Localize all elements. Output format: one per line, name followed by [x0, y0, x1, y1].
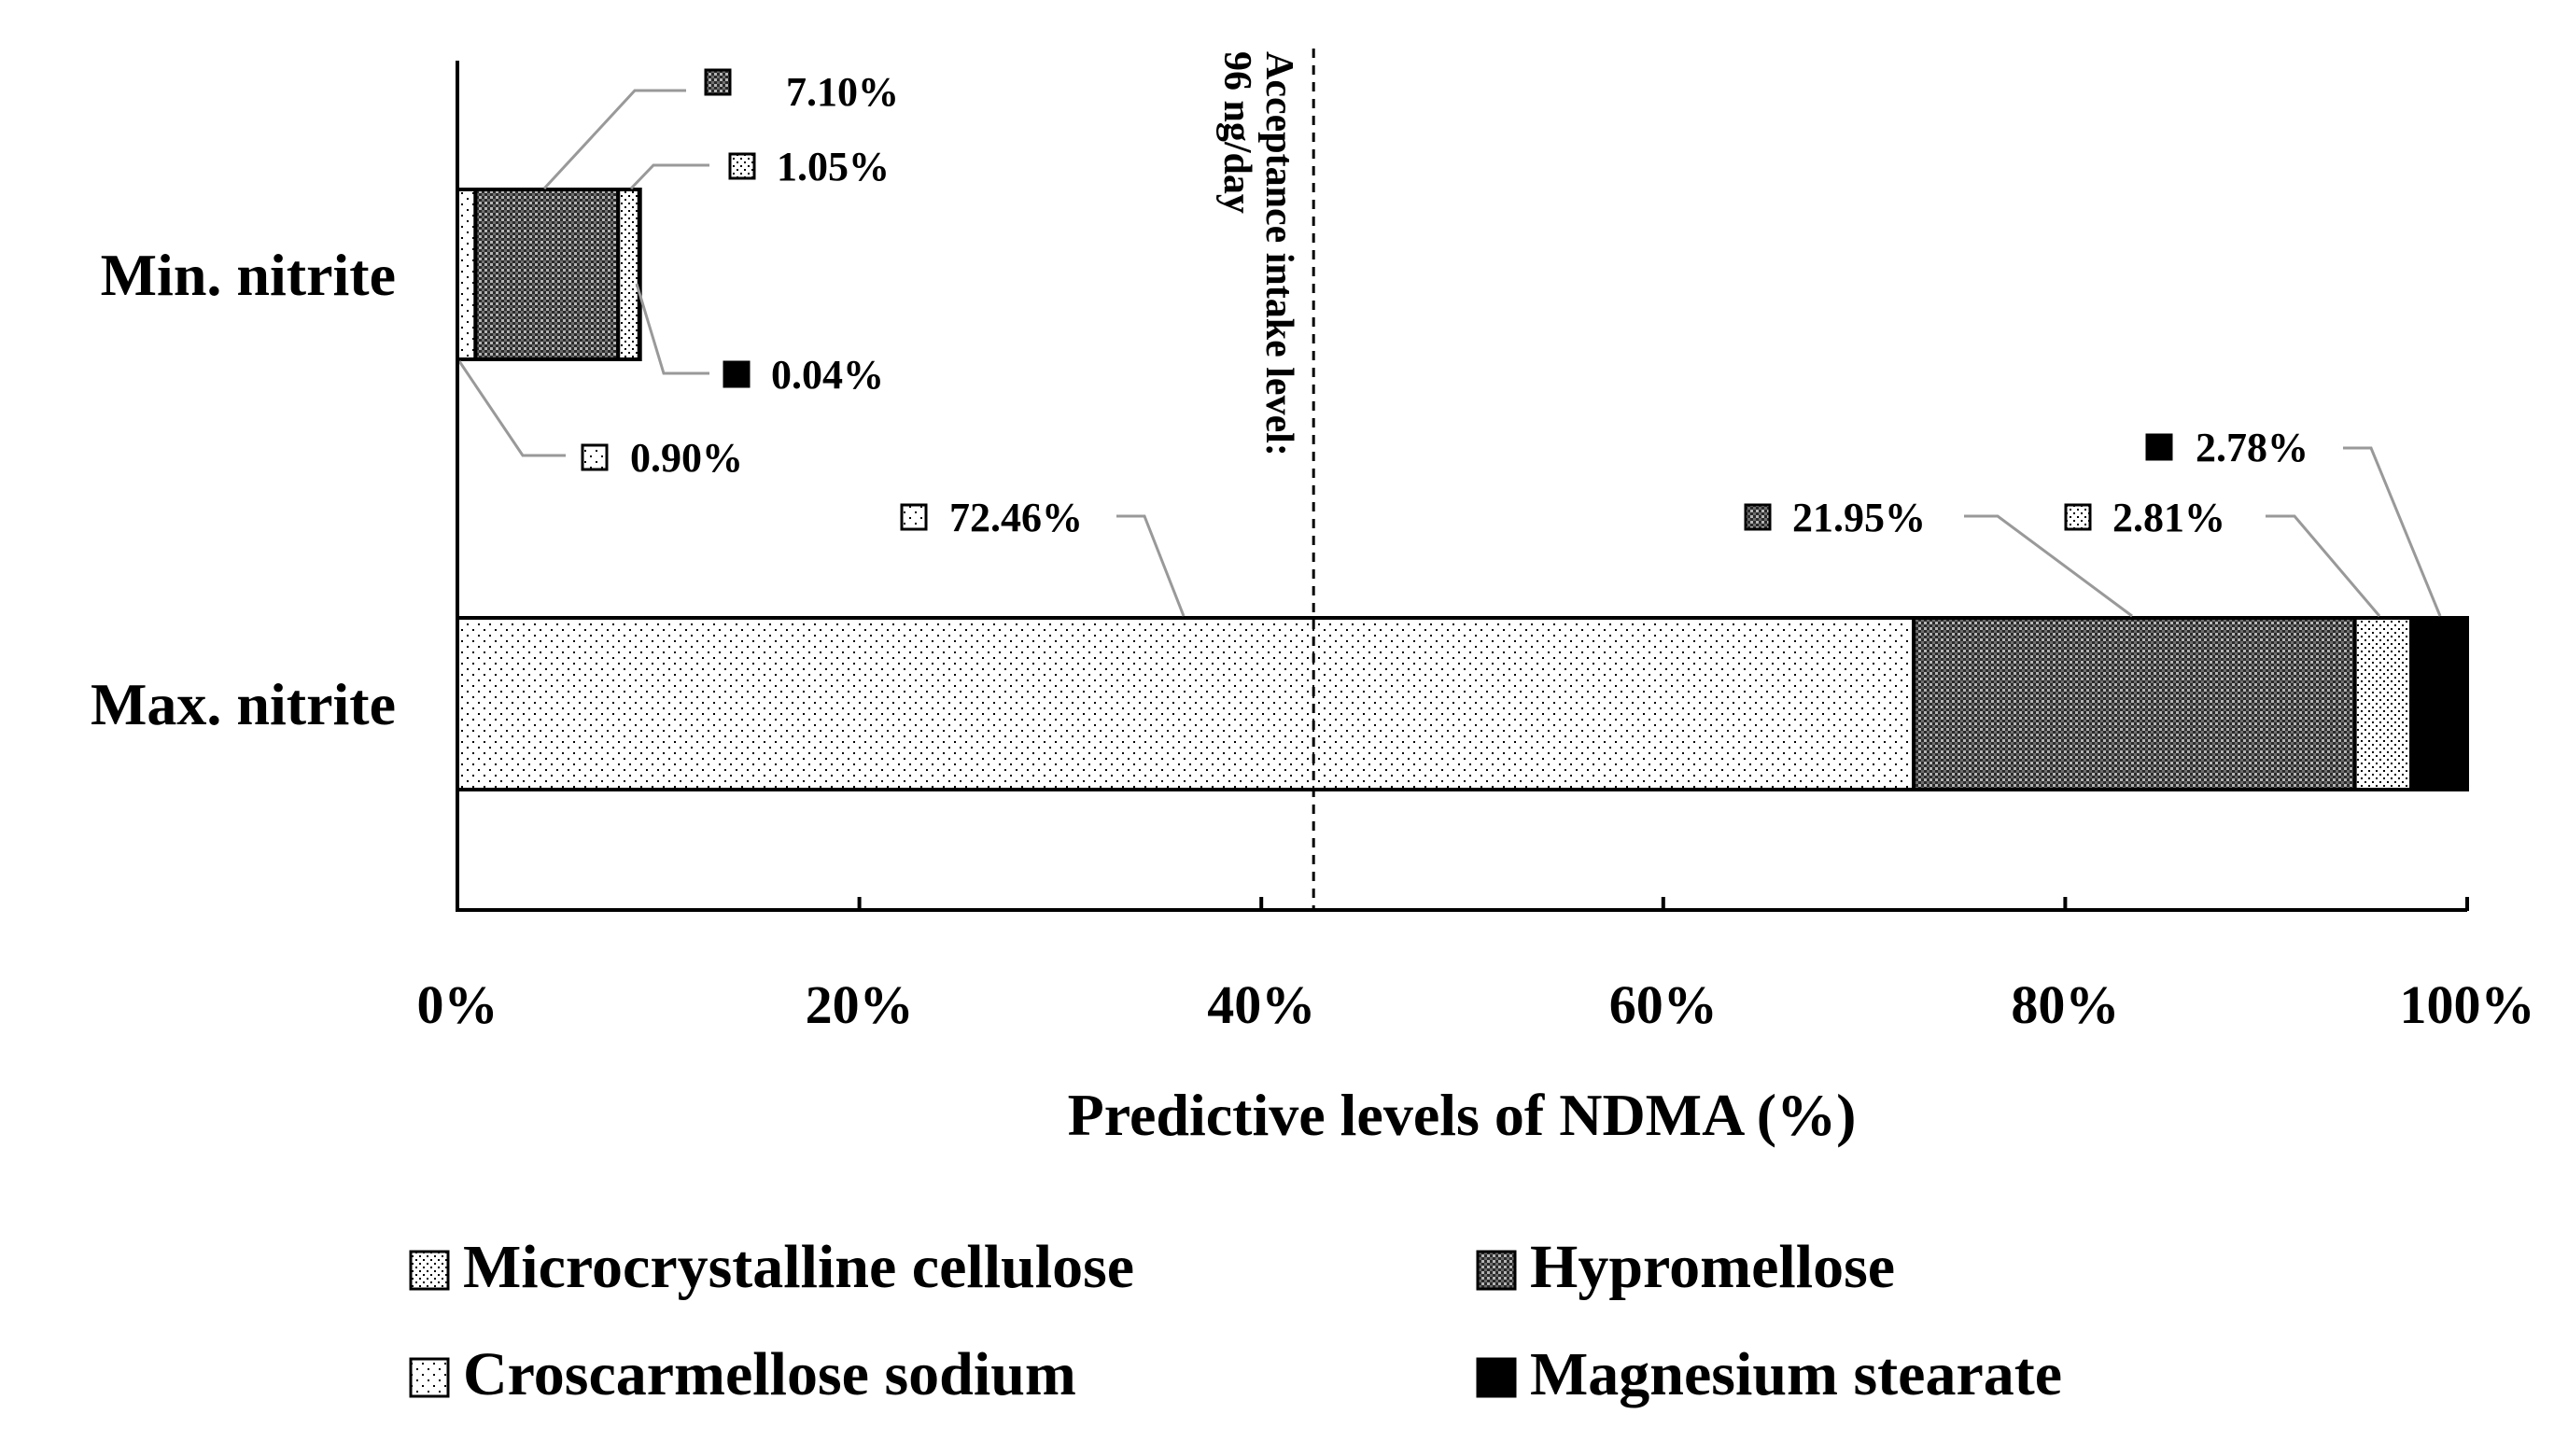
legend-swatch-hypromellose — [1476, 1250, 1517, 1291]
x-tick-label: 60% — [1609, 974, 1718, 1035]
x-axis-title: Predictive levels of NDMA (%) — [1068, 1082, 1857, 1148]
data-label-swatch-min-nitrite-croscarmellose-sodium — [581, 443, 609, 471]
category-label-min-nitrite: Min. nitrite — [101, 242, 396, 308]
leader-line-min-nitrite-hypromellose — [542, 89, 686, 190]
category-labels-group: Min. nitrite Max. nitrite — [91, 242, 396, 737]
x-tick-label: 0% — [417, 974, 498, 1035]
x-tick-label: 40% — [1207, 974, 1315, 1035]
data-label-swatch-max-nitrite-microcrystalline-cellulose — [2064, 503, 2092, 531]
data-label-swatch-max-nitrite-croscarmellose-sodium — [900, 503, 928, 531]
data-label-swatch-min-nitrite-microcrystalline-cellulose — [728, 152, 756, 180]
legend-swatch-microcrystalline-cellulose — [409, 1250, 450, 1291]
x-tick-label: 80% — [2011, 974, 2119, 1035]
x-tick-label: 100% — [2400, 974, 2535, 1035]
data-label-swatch-max-nitrite-hypromellose — [1744, 503, 1772, 531]
bar-max-nitrite-microcrystalline-cellulose — [2352, 616, 2414, 791]
bar-max-nitrite-magnesium-stearate — [2409, 616, 2469, 791]
data-label-swatch-min-nitrite-magnesium-stearate — [723, 360, 751, 388]
data-label-max-nitrite-magnesium-stearate: 2.78% — [2196, 425, 2308, 470]
reference-label-line2: 96 ng/day — [1215, 51, 1258, 214]
data-label-swatch-max-nitrite-magnesium-stearate — [2145, 433, 2173, 461]
bar-min-nitrite-croscarmellose-sodium — [456, 188, 478, 361]
leader-line-max-nitrite-croscarmellose-sodium — [1116, 514, 1186, 617]
data-label-min-nitrite-hypromellose: 7.10% — [786, 69, 899, 115]
leader-line-min-nitrite-magnesium-stearate — [635, 283, 709, 375]
reference-label: Acceptance intake level: 96 ng/day — [1215, 51, 1300, 456]
data-label-min-nitrite-croscarmellose-sodium: 0.90% — [630, 435, 743, 481]
leader-line-min-nitrite-croscarmellose-sodium — [457, 360, 566, 457]
bar-max-nitrite-croscarmellose-sodium — [456, 616, 1916, 791]
legend: Microcrystalline cellulose Hypromellose Cr… — [409, 1233, 2062, 1408]
legend-label-croscarmellose-sodium: Croscarmellose sodium — [463, 1340, 1076, 1408]
category-label-max-nitrite: Max. nitrite — [91, 671, 396, 737]
data-label-min-nitrite-magnesium-stearate: 0.04% — [771, 352, 884, 398]
leader-line-max-nitrite-hypromellose — [1964, 514, 2133, 618]
x-ticks-group: 0% 20% 40% 60% 80% 100% — [417, 897, 2535, 1035]
data-labels-group: 7.10% 1.05% 0.04% 0.90% 72.46% 21.95% 2.81% 2.7… — [581, 68, 2308, 540]
bars-group — [456, 188, 2469, 791]
x-tick-label: 20% — [806, 974, 914, 1035]
legend-swatch-magnesium-stearate — [1476, 1357, 1517, 1398]
data-label-max-nitrite-microcrystalline-cellulose: 2.81% — [2112, 495, 2225, 540]
data-label-min-nitrite-microcrystalline-cellulose: 1.05% — [777, 144, 890, 189]
data-label-max-nitrite-croscarmellose-sodium: 72.46% — [949, 495, 1083, 540]
reference-label-line1: Acceptance intake level: — [1257, 51, 1300, 456]
data-label-swatch-min-nitrite-hypromellose — [704, 68, 732, 96]
leader-lines-group — [457, 89, 2442, 618]
legend-label-magnesium-stearate: Magnesium stearate — [1530, 1340, 2062, 1408]
bar-min-nitrite-microcrystalline-cellulose — [616, 188, 641, 361]
bar-min-nitrite-magnesium-stearate — [637, 188, 642, 361]
bar-min-nitrite-hypromellose — [473, 188, 621, 361]
legend-label-microcrystalline-cellulose: Microcrystalline cellulose — [463, 1233, 1134, 1301]
leader-line-max-nitrite-magnesium-stearate — [2343, 446, 2442, 617]
bar-max-nitrite-hypromellose — [1912, 616, 2357, 791]
legend-swatch-croscarmellose-sodium — [409, 1357, 450, 1398]
leader-line-max-nitrite-microcrystalline-cellulose — [2266, 514, 2381, 617]
legend-label-hypromellose: Hypromellose — [1530, 1233, 1895, 1301]
leader-line-min-nitrite-microcrystalline-cellulose — [629, 163, 709, 190]
data-label-max-nitrite-hypromellose: 21.95% — [1792, 495, 1926, 540]
